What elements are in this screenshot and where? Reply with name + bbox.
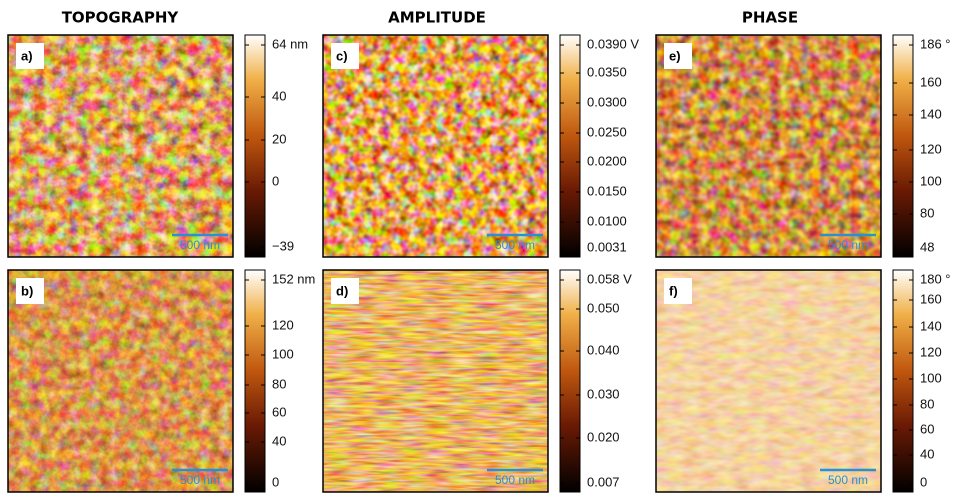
colorbar-tick-label: 80 — [272, 376, 286, 391]
scale-bar-label: 500 nm — [828, 238, 868, 252]
colorbar-tick-label: −39 — [272, 238, 294, 253]
colorbar-tick-label: 60 — [920, 421, 934, 436]
colorbar-tick-label: 140 — [920, 318, 942, 333]
colorbar-tick-label: 0.050 — [587, 300, 620, 315]
colorbar-tick-label: 0.0250 — [587, 124, 627, 139]
colorbar-tick-label: 0.007 — [587, 474, 620, 489]
colorbar-tick-label: 0.0100 — [587, 213, 627, 228]
colorbar-tick-label: 0.0031 — [587, 239, 627, 254]
colorbar-tick-label: 140 — [920, 106, 942, 121]
column-header: AMPLITUDE — [388, 9, 486, 27]
colorbar-tick-label: 20 — [272, 131, 286, 146]
panel-label: b) — [21, 283, 33, 298]
scale-bar-label: 500 nm — [180, 473, 220, 487]
colorbar — [245, 35, 265, 257]
colorbar-tick-label: 0.0300 — [587, 94, 627, 109]
colorbar-tick-label: 100 — [272, 346, 294, 361]
colorbar-tick-label: 152 nm — [272, 271, 315, 286]
scale-bar-label: 500 nm — [495, 473, 535, 487]
column-header: PHASE — [742, 9, 798, 27]
colorbar-tick-label: 120 — [920, 344, 942, 359]
colorbar-tick-label: 160 — [920, 291, 942, 306]
colorbar — [893, 270, 913, 492]
colorbar-tick-label: 0.0200 — [587, 153, 627, 168]
colorbar-tick-label: 48 — [920, 239, 934, 254]
scale-bar-label: 500 nm — [828, 473, 868, 487]
colorbar-tick-label: 160 — [920, 74, 942, 89]
colorbar-tick-label: 0 — [920, 474, 927, 489]
colorbar — [245, 270, 265, 492]
colorbar-tick-label: 0.0350 — [587, 64, 627, 79]
colorbar-tick-label: 0.020 — [587, 429, 620, 444]
scale-bar-label: 500 nm — [495, 238, 535, 252]
colorbar-tick-label: 80 — [920, 396, 934, 411]
colorbar-tick-label: 64 nm — [272, 36, 308, 51]
colorbar-tick-label: 100 — [920, 370, 942, 385]
colorbar-tick-label: 0.030 — [587, 386, 620, 401]
colorbar-tick-label: 0.0390 V — [587, 36, 639, 51]
colorbar — [560, 270, 580, 492]
colorbar-tick-label: 0.040 — [587, 342, 620, 357]
column-header: TOPOGRAPHY — [62, 9, 180, 27]
colorbar-tick-label: 80 — [920, 205, 934, 220]
colorbar-tick-label: 40 — [272, 433, 286, 448]
afm-figure: TOPOGRAPHY AMPLITUDE PHASE a) 500 nm 64 nm 40 2… — [0, 0, 953, 493]
panel-label: a) — [21, 48, 33, 63]
colorbar-tick-label: 40 — [920, 446, 934, 461]
panel-label: e) — [669, 48, 681, 63]
colorbar-tick-label: 120 — [920, 141, 942, 156]
colorbar-tick-label: 0 — [272, 474, 279, 489]
colorbar-tick-label: 120 — [272, 317, 294, 332]
colorbar-tick-label: 186 ° — [920, 36, 951, 51]
colorbar-tick-label: 60 — [272, 404, 286, 419]
colorbar-tick-label: 0.058 V — [587, 271, 632, 286]
colorbar-tick-label: 100 — [920, 173, 942, 188]
panel-label: c) — [336, 48, 348, 63]
panel-label: d) — [336, 283, 348, 298]
colorbar — [560, 35, 580, 257]
colorbar — [893, 35, 913, 257]
colorbar-tick-label: 40 — [272, 88, 286, 103]
colorbar-tick-label: 0 — [272, 173, 279, 188]
colorbar-tick-label: 180 ° — [920, 271, 951, 286]
scale-bar-label: 500 nm — [180, 238, 220, 252]
panel-label: f) — [669, 283, 678, 298]
colorbar-tick-label: 0.0150 — [587, 183, 627, 198]
